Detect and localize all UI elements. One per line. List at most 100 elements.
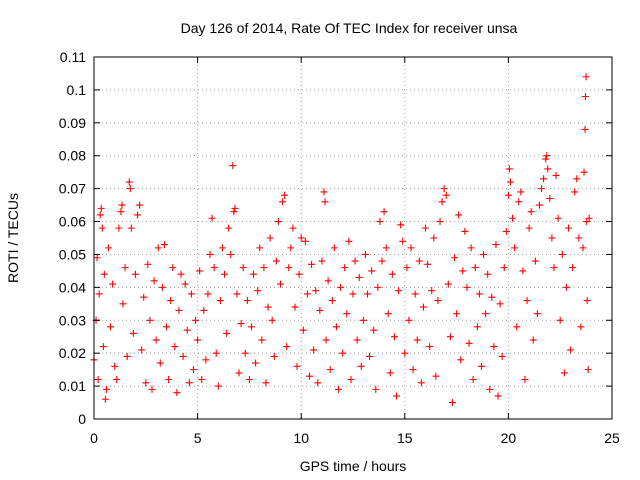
data-point [303,290,311,298]
data-point [194,336,202,344]
data-point [388,270,396,278]
data-point [150,277,158,285]
data-point [165,376,173,384]
data-point [291,303,299,311]
data-point [366,352,374,360]
data-point [581,92,589,100]
data-point [330,244,338,252]
axis-ticks [93,56,613,420]
data-point [473,323,481,331]
data-point [216,297,224,305]
data-point [245,376,253,384]
data-point [173,389,181,397]
data-point [237,320,245,328]
data-point [397,221,405,229]
data-point [529,336,537,344]
x-axis-label: GPS time / hours [300,458,407,474]
data-point [372,385,380,393]
data-point [235,369,243,377]
data-point [206,250,214,258]
data-point [546,195,554,203]
y-tick-label: 0 [78,411,86,427]
data-point [341,264,349,272]
data-point [200,306,208,314]
data-point [258,336,266,344]
x-tick-label: 5 [194,430,202,446]
data-point [430,234,438,242]
data-point [475,290,483,298]
data-point [540,175,548,183]
data-point [451,254,459,262]
data-point [127,224,135,232]
data-point [321,198,329,206]
data-point [583,297,591,305]
data-point [192,316,200,324]
data-point [585,214,593,222]
data-point [223,329,231,337]
data-point [461,227,469,235]
data-point [95,290,103,298]
data-point [101,395,109,403]
data-point [187,290,195,298]
data-point [544,165,552,173]
y-tick-label: 0.05 [59,246,86,262]
data-point [349,290,357,298]
data-point [390,333,398,341]
data-point [542,155,550,163]
y-tick-label: 0.01 [59,378,86,394]
data-point [374,283,382,291]
x-axis-tick-labels: 0 5 10 15 20 25 [90,430,620,446]
x-tick-label: 25 [604,430,620,446]
data-point [345,237,353,245]
data-point [239,264,247,272]
data-point [494,392,502,400]
data-point [548,234,556,242]
data-point [455,211,463,219]
data-point [463,283,471,291]
data-point [202,356,210,364]
data-point [274,218,282,226]
data-point [256,244,264,252]
data-point [386,369,394,377]
data-point [297,234,305,242]
data-point [264,303,272,311]
data-point [573,175,581,183]
data-point [158,283,166,291]
data-point [411,290,419,298]
data-point [355,273,363,281]
data-point [535,201,543,209]
data-point [571,188,579,196]
y-tick-label: 0.03 [59,312,86,328]
data-point [247,323,255,331]
data-point [148,385,156,393]
data-point [156,359,164,367]
data-point [268,316,276,324]
data-point [189,366,197,374]
x-tick-label: 15 [397,430,413,446]
data-point [196,267,204,275]
data-point [567,346,575,354]
data-point [125,178,133,186]
data-point [465,339,473,347]
data-point [517,188,525,196]
data-point [283,343,291,351]
data-point [144,260,152,268]
data-point [252,359,260,367]
data-point [262,379,270,387]
data-point [218,244,226,252]
data-point [405,316,413,324]
data-point [131,270,139,278]
data-point [562,283,570,291]
data-point [448,399,456,407]
data-point [401,349,409,357]
data-point [167,297,175,305]
data-point [212,349,220,357]
scatter-points [90,73,593,407]
data-point [146,316,154,324]
data-point [250,270,258,278]
data-point [569,264,577,272]
plot-area-border [93,56,613,420]
data-point [384,310,392,318]
data-point [440,185,448,193]
data-point [513,323,521,331]
